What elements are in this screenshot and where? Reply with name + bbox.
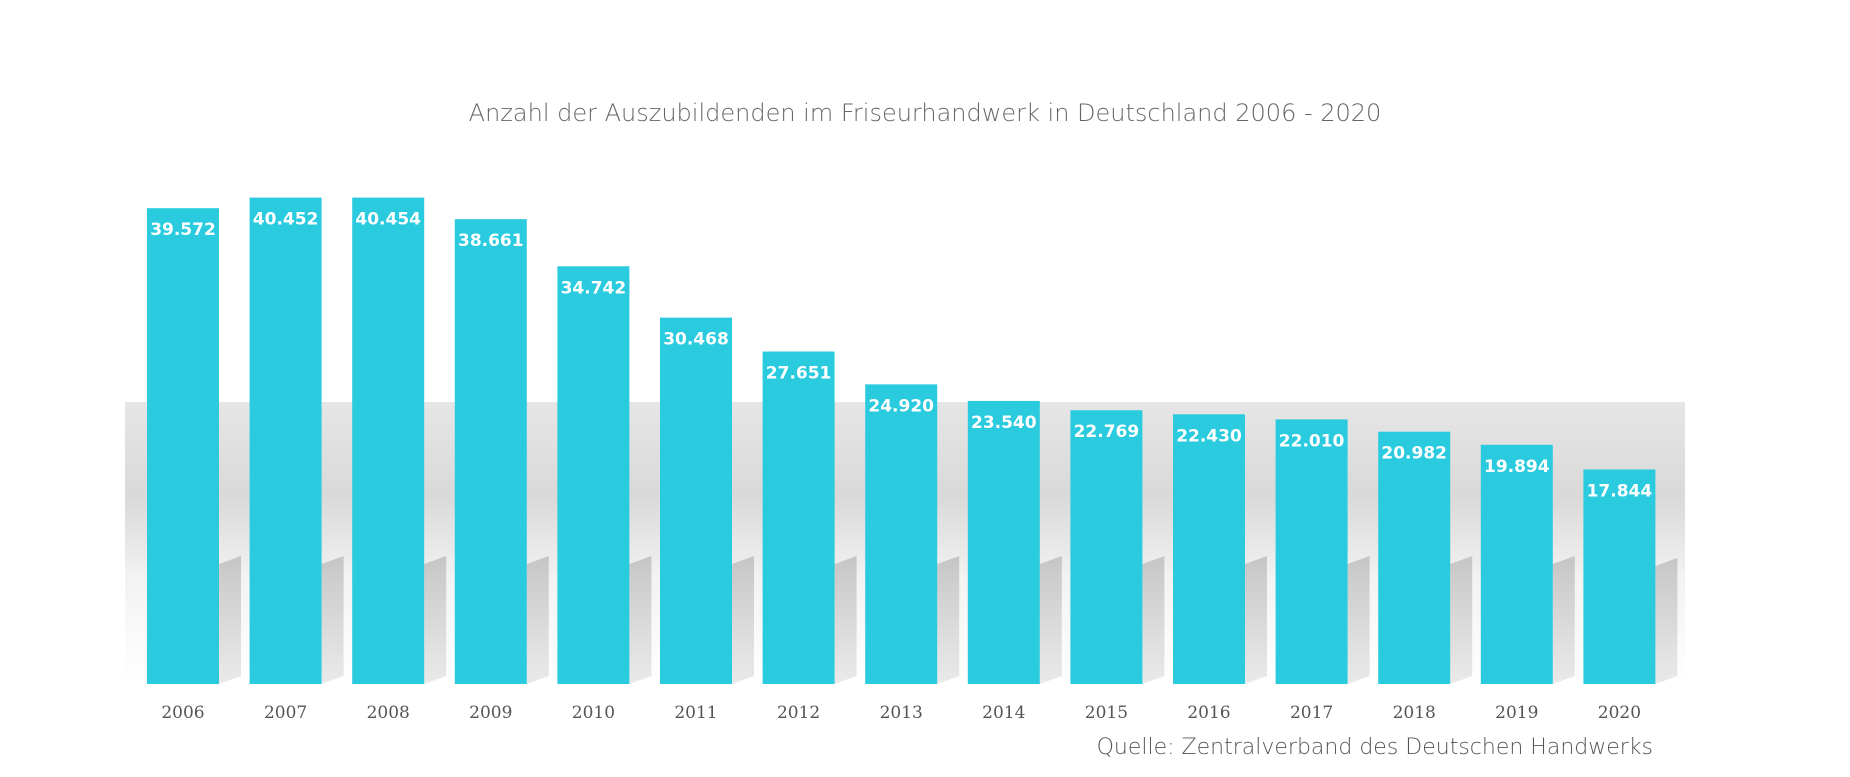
value-label-2013: 24.920 xyxy=(868,396,934,416)
value-label-2008: 40.454 xyxy=(355,210,421,230)
x-axis-ticks: 2006 2007 2008 2009 2010 2011 2012 2013 2014 2015… xyxy=(161,703,1641,723)
x-tick-2006: 2006 xyxy=(161,703,204,723)
x-tick-2008: 2008 xyxy=(367,703,410,723)
bar-shadow xyxy=(732,556,754,684)
bar-2017 xyxy=(1275,419,1348,684)
value-labels: 39.572 40.452 40.454 38.661 34.742 30.468 27.6… xyxy=(150,210,1652,502)
bar-shadow xyxy=(321,556,344,684)
x-tick-2017: 2017 xyxy=(1290,703,1333,723)
value-label-2012: 27.651 xyxy=(766,364,832,384)
bar-shadow xyxy=(629,556,652,684)
bar-2018 xyxy=(1378,431,1451,684)
bar-shadow xyxy=(526,556,549,684)
bar-2012 xyxy=(762,351,835,684)
bars xyxy=(147,197,1656,685)
bar-2011 xyxy=(660,317,732,684)
bar-shadow xyxy=(219,556,241,684)
bar-shadow xyxy=(1039,556,1062,684)
value-label-2019: 19.894 xyxy=(1484,457,1550,477)
value-label-2016: 22.430 xyxy=(1176,426,1242,446)
x-tick-2013: 2013 xyxy=(880,703,923,723)
bar-2016 xyxy=(1173,414,1245,684)
x-tick-2018: 2018 xyxy=(1393,703,1436,723)
value-label-2007: 40.452 xyxy=(253,210,319,230)
x-tick-2014: 2014 xyxy=(982,703,1025,723)
value-label-2014: 23.540 xyxy=(971,413,1037,433)
value-label-2017: 22.010 xyxy=(1279,431,1345,451)
bar-shadow xyxy=(1552,556,1575,684)
bar-shadow xyxy=(1245,556,1267,684)
x-tick-2009: 2009 xyxy=(469,703,512,723)
bar-2013 xyxy=(865,384,938,684)
value-label-2011: 30.468 xyxy=(663,330,729,350)
x-tick-2019: 2019 xyxy=(1495,703,1538,723)
bar-shadows xyxy=(219,556,1678,684)
x-tick-2016: 2016 xyxy=(1187,703,1230,723)
bar-2006 xyxy=(147,208,219,685)
bar-2015 xyxy=(1070,410,1143,684)
x-tick-2011: 2011 xyxy=(674,703,717,723)
chart-title: Anzahl der Auszubildenden im Friseurhand… xyxy=(469,99,1382,127)
value-label-2010: 34.742 xyxy=(561,278,627,298)
bar-2009 xyxy=(454,219,527,684)
x-tick-2010: 2010 xyxy=(572,703,615,723)
source-note: Quelle: Zentralverband des Deutschen Han… xyxy=(1097,735,1653,760)
value-label-2006: 39.572 xyxy=(150,220,216,240)
bar-2010 xyxy=(557,266,630,684)
bar-shadow xyxy=(834,556,857,684)
bar-2019 xyxy=(1480,444,1553,684)
value-label-2009: 38.661 xyxy=(458,231,524,251)
bar-shadow xyxy=(937,556,960,684)
bar-shadow xyxy=(1347,556,1370,684)
bar-2007 xyxy=(249,197,322,684)
x-tick-2007: 2007 xyxy=(264,703,307,723)
bar-shadow xyxy=(1450,556,1473,684)
value-label-2015: 22.769 xyxy=(1074,422,1140,442)
x-tick-2020: 2020 xyxy=(1598,703,1641,723)
bar-shadow xyxy=(1142,556,1165,684)
value-label-2018: 20.982 xyxy=(1381,444,1447,464)
bar-2014 xyxy=(967,400,1040,684)
x-tick-2015: 2015 xyxy=(1085,703,1128,723)
x-tick-2012: 2012 xyxy=(777,703,820,723)
bar-shadow xyxy=(424,556,447,684)
bar-shadow xyxy=(1655,557,1678,684)
value-label-2020: 17.844 xyxy=(1587,481,1653,501)
bar-2008 xyxy=(352,197,425,684)
bar-2020 xyxy=(1583,469,1656,684)
